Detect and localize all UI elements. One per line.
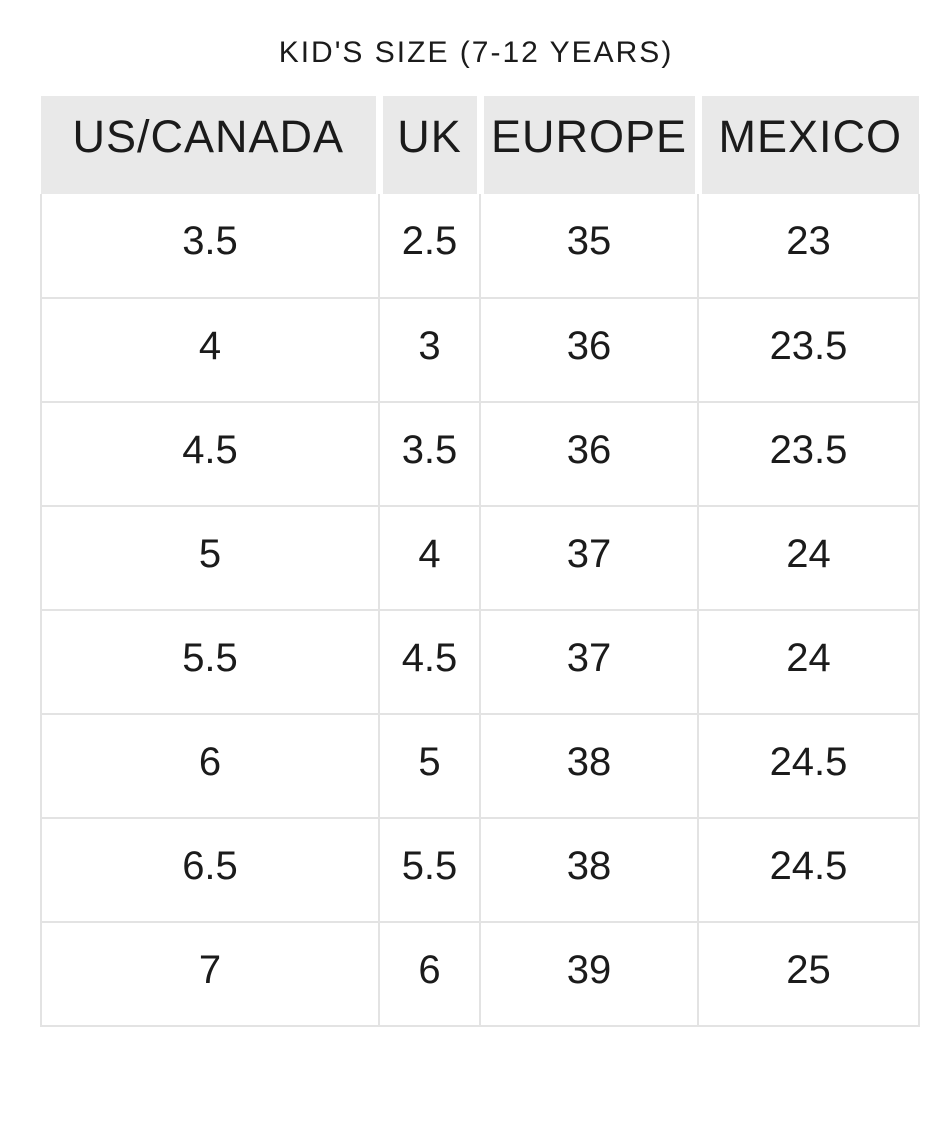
- size-cell: 4.5: [378, 609, 481, 715]
- size-cell: 3: [378, 297, 481, 403]
- size-cell: 24.5: [697, 713, 920, 819]
- size-cell: 5: [378, 713, 481, 819]
- size-cell: 36: [479, 297, 699, 403]
- size-cell: 5.5: [378, 817, 481, 923]
- size-cell: 6: [40, 713, 380, 819]
- table-row: 4 3 36 23.5: [40, 297, 920, 403]
- size-cell: 23: [697, 194, 920, 299]
- table-body: 3.5 2.5 35 23 4 3 36 23.5 4.5 3.5 36 23.5 5 4 37 24 5.5 4…: [40, 194, 920, 1027]
- size-cell: 23.5: [697, 297, 920, 403]
- size-cell: 23.5: [697, 401, 920, 507]
- header-row: US/CANADA UK EUROPE MEXICO: [41, 96, 919, 194]
- size-cell: 6.5: [40, 817, 380, 923]
- table-row: 4.5 3.5 36 23.5: [40, 401, 920, 507]
- size-cell: 4: [378, 505, 481, 611]
- size-cell: 24: [697, 505, 920, 611]
- size-cell: 2.5: [378, 194, 481, 299]
- size-cell: 7: [40, 921, 380, 1027]
- size-cell: 24.5: [697, 817, 920, 923]
- size-cell: 4.5: [40, 401, 380, 507]
- size-cell: 5: [40, 505, 380, 611]
- table-row: 7 6 39 25: [40, 921, 920, 1027]
- column-header-uk: UK: [375, 96, 480, 194]
- column-header-europe: EUROPE: [476, 96, 698, 194]
- size-cell: 36: [479, 401, 699, 507]
- table-row: 6.5 5.5 38 24.5: [40, 817, 920, 923]
- size-cell: 3.5: [378, 401, 481, 507]
- size-cell: 6: [378, 921, 481, 1027]
- size-cell: 35: [479, 194, 699, 299]
- table-row: 3.5 2.5 35 23: [40, 194, 920, 299]
- table-row: 5.5 4.5 37 24: [40, 609, 920, 715]
- column-header-mexico: MEXICO: [694, 96, 919, 194]
- size-cell: 4: [40, 297, 380, 403]
- size-cell: 24: [697, 609, 920, 715]
- table-row: 6 5 38 24.5: [40, 713, 920, 819]
- size-cell: 38: [479, 713, 699, 819]
- size-cell: 37: [479, 505, 699, 611]
- size-conversion-table: US/CANADA UK EUROPE MEXICO 3.5 2.5 35 23 4 3 36 23…: [40, 96, 920, 1027]
- size-cell: 5.5: [40, 609, 380, 715]
- size-cell: 25: [697, 921, 920, 1027]
- size-cell: 37: [479, 609, 699, 715]
- column-header-us-canada: US/CANADA: [41, 96, 379, 194]
- size-cell: 39: [479, 921, 699, 1027]
- page-title: KID'S SIZE (7-12 YEARS): [278, 36, 674, 69]
- size-cell: 38: [479, 817, 699, 923]
- table-row: 5 4 37 24: [40, 505, 920, 611]
- size-cell: 3.5: [40, 194, 380, 299]
